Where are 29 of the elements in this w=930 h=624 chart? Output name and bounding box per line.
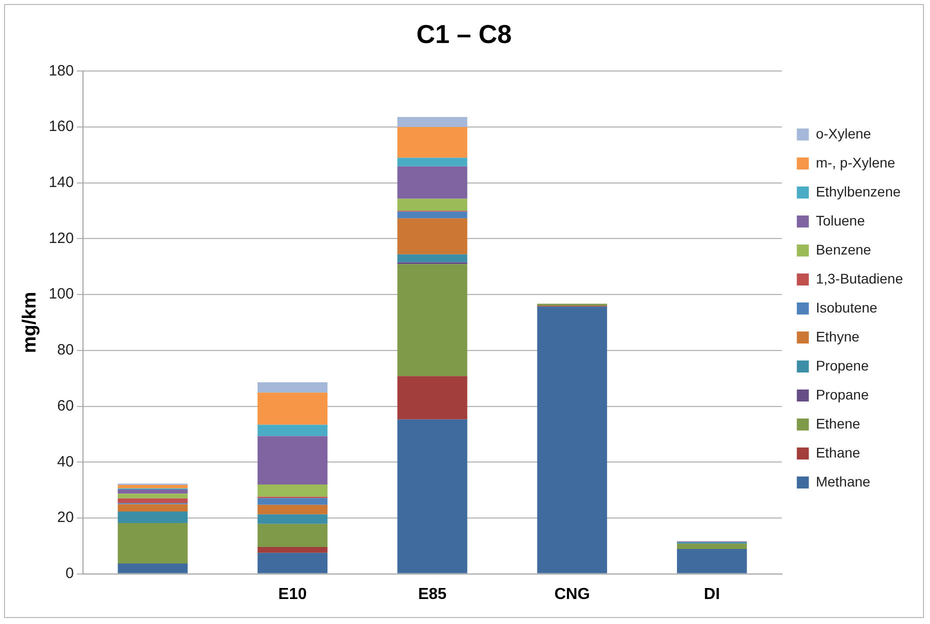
legend-label: Ethylbenzene [816,183,901,200]
x-tick-label: CNG [554,586,590,603]
legend-label: Propene [816,357,869,374]
y-tick-label: 60 [57,397,74,414]
legend-label: Benzene [816,241,872,258]
y-tick-label: 40 [57,453,74,470]
legend-label: Isobutene [816,299,878,316]
legend-label: Ethene [816,415,860,432]
x-tick-label: E10 [278,586,307,603]
x-tick-label: E85 [418,586,447,603]
legend-label: m-, p-Xylene [816,154,896,170]
y-axis-title: mg/km [20,292,41,354]
chart-title: C1 – C8 [416,18,512,49]
legend-label: Propane [816,386,869,402]
x-tick-label: DI [704,586,720,603]
y-tick-label: 140 [48,174,74,192]
legend-label: Methane [816,473,871,490]
y-tick-label: 180 [48,62,74,80]
y-tick-label: 80 [57,342,74,359]
legend-label: Ethyne [816,328,860,344]
y-tick-label: 100 [48,286,74,303]
legend-label: Ethane [816,444,860,460]
legend-label: o-Xylene [816,125,872,142]
y-tick-label: 20 [57,509,74,526]
y-tick-label: 160 [48,118,74,136]
legend-label: 1,3-Butadiene [816,270,904,286]
y-tick-label: 0 [65,564,74,582]
legend-label: Toluene [816,212,866,228]
y-tick-label: 120 [48,230,74,247]
